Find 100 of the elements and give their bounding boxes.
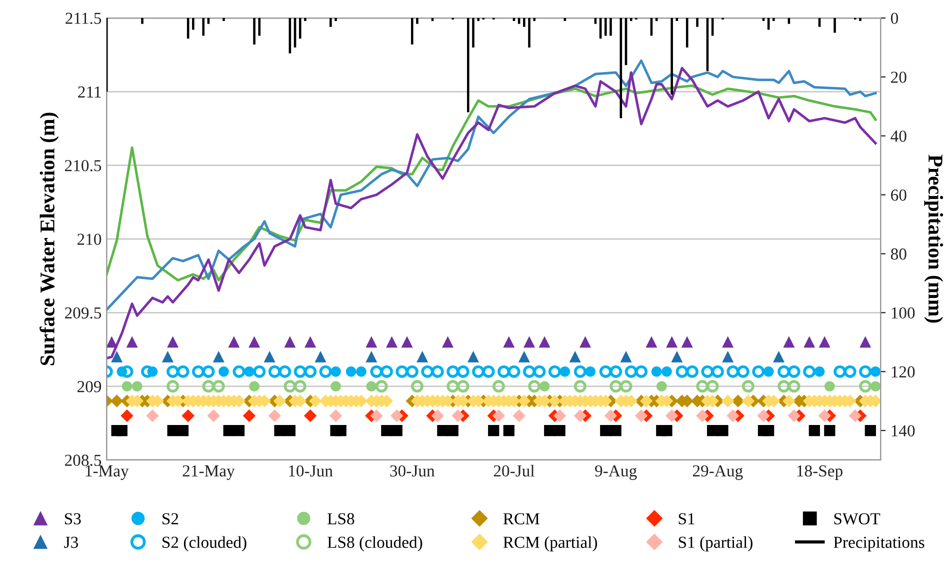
point xyxy=(706,380,719,393)
bar xyxy=(141,18,144,24)
point xyxy=(620,380,632,393)
point xyxy=(763,424,774,436)
y2-tick-label: 80 xyxy=(890,248,906,260)
point xyxy=(814,366,825,377)
point xyxy=(106,336,118,348)
point xyxy=(844,365,856,378)
point xyxy=(512,410,526,422)
point xyxy=(356,366,366,377)
point xyxy=(574,410,586,422)
point xyxy=(330,410,342,422)
point xyxy=(162,351,174,362)
point xyxy=(722,351,734,362)
point xyxy=(218,366,229,377)
point xyxy=(686,365,698,378)
point xyxy=(778,365,790,378)
point xyxy=(207,410,220,422)
point xyxy=(544,424,556,436)
point xyxy=(539,381,550,392)
point xyxy=(864,424,876,436)
point xyxy=(492,380,505,393)
point xyxy=(859,365,872,378)
point xyxy=(177,424,189,436)
point xyxy=(726,410,740,422)
point xyxy=(375,380,388,393)
point xyxy=(508,365,520,378)
point xyxy=(366,336,377,348)
legend-label: LS8 (clouded) xyxy=(328,536,422,552)
point xyxy=(492,410,505,422)
point xyxy=(788,410,800,422)
point xyxy=(518,351,530,362)
point xyxy=(472,365,485,378)
point xyxy=(120,410,134,422)
point xyxy=(726,365,740,378)
point xyxy=(228,336,240,348)
bar xyxy=(670,18,673,95)
legend-label: S3 xyxy=(64,513,81,524)
point xyxy=(548,365,561,378)
point xyxy=(390,410,404,422)
line-series xyxy=(106,59,877,311)
point xyxy=(452,410,464,422)
point xyxy=(528,380,541,393)
point xyxy=(268,410,281,422)
point xyxy=(176,365,190,378)
x-tick-label: 9-Aug xyxy=(595,465,637,480)
point xyxy=(146,410,159,422)
point xyxy=(570,351,581,362)
point xyxy=(284,380,296,393)
point xyxy=(788,380,800,393)
y-tick-label: 209 xyxy=(77,381,102,392)
point xyxy=(294,380,306,393)
point xyxy=(554,410,566,422)
point xyxy=(804,336,815,348)
point xyxy=(763,366,774,377)
point xyxy=(604,410,617,422)
y-tick-label: 211 xyxy=(78,86,101,98)
point xyxy=(447,424,458,436)
point xyxy=(824,424,836,436)
point xyxy=(824,381,835,392)
point xyxy=(304,365,317,378)
point xyxy=(370,365,383,378)
point xyxy=(870,381,881,392)
y2-tick-label: 140 xyxy=(892,425,915,436)
point xyxy=(808,424,820,436)
point xyxy=(661,424,672,436)
point xyxy=(232,365,246,378)
point xyxy=(676,365,688,378)
bar xyxy=(528,18,530,48)
point xyxy=(599,365,612,378)
point xyxy=(304,336,316,348)
point xyxy=(110,394,124,408)
point xyxy=(446,365,460,378)
point xyxy=(819,336,830,348)
x-tick-label: 21-May xyxy=(182,465,235,480)
point xyxy=(248,336,260,348)
y-tick-label: 209.5 xyxy=(64,307,102,319)
bar xyxy=(253,18,256,45)
point xyxy=(380,365,393,378)
point xyxy=(202,365,215,378)
point xyxy=(610,380,622,393)
point xyxy=(783,336,795,348)
y-tick-label: 211.5 xyxy=(66,12,102,24)
point xyxy=(264,351,276,362)
bar xyxy=(258,18,261,36)
point xyxy=(524,336,535,348)
point xyxy=(386,336,398,348)
x-tick-label: 30-Jun xyxy=(390,465,435,477)
point xyxy=(711,365,724,378)
legend-label: S2 xyxy=(162,513,178,524)
bar xyxy=(533,18,536,21)
legend-label: S2 (clouded) xyxy=(162,536,246,552)
bar xyxy=(410,18,414,45)
point xyxy=(274,424,286,436)
bar xyxy=(304,18,306,21)
y-tick-label: 210.5 xyxy=(64,160,102,172)
point xyxy=(717,424,728,436)
point xyxy=(304,410,317,422)
x-tick-label: 29-Aug xyxy=(692,465,743,480)
point xyxy=(533,365,546,378)
